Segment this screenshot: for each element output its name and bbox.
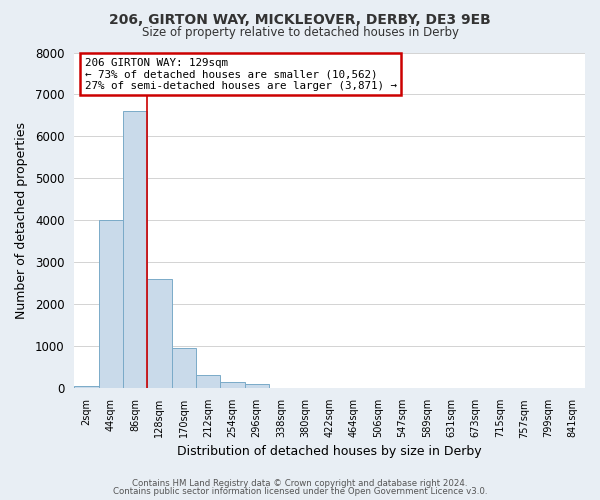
Bar [196,375,220,388]
Y-axis label: Number of detached properties: Number of detached properties [15,122,28,319]
Bar [172,348,196,389]
Bar [123,112,147,388]
Bar [220,382,245,388]
X-axis label: Distribution of detached houses by size in Derby: Distribution of detached houses by size … [178,444,482,458]
Bar [147,279,172,388]
Bar [98,220,123,388]
Text: 206, GIRTON WAY, MICKLEOVER, DERBY, DE3 9EB: 206, GIRTON WAY, MICKLEOVER, DERBY, DE3 … [109,12,491,26]
Text: Contains HM Land Registry data © Crown copyright and database right 2024.: Contains HM Land Registry data © Crown c… [132,478,468,488]
Bar [74,386,98,388]
Text: Contains public sector information licensed under the Open Government Licence v3: Contains public sector information licen… [113,487,487,496]
Bar [245,384,269,388]
Text: 206 GIRTON WAY: 129sqm
← 73% of detached houses are smaller (10,562)
27% of semi: 206 GIRTON WAY: 129sqm ← 73% of detached… [85,58,397,90]
Text: Size of property relative to detached houses in Derby: Size of property relative to detached ho… [142,26,458,39]
